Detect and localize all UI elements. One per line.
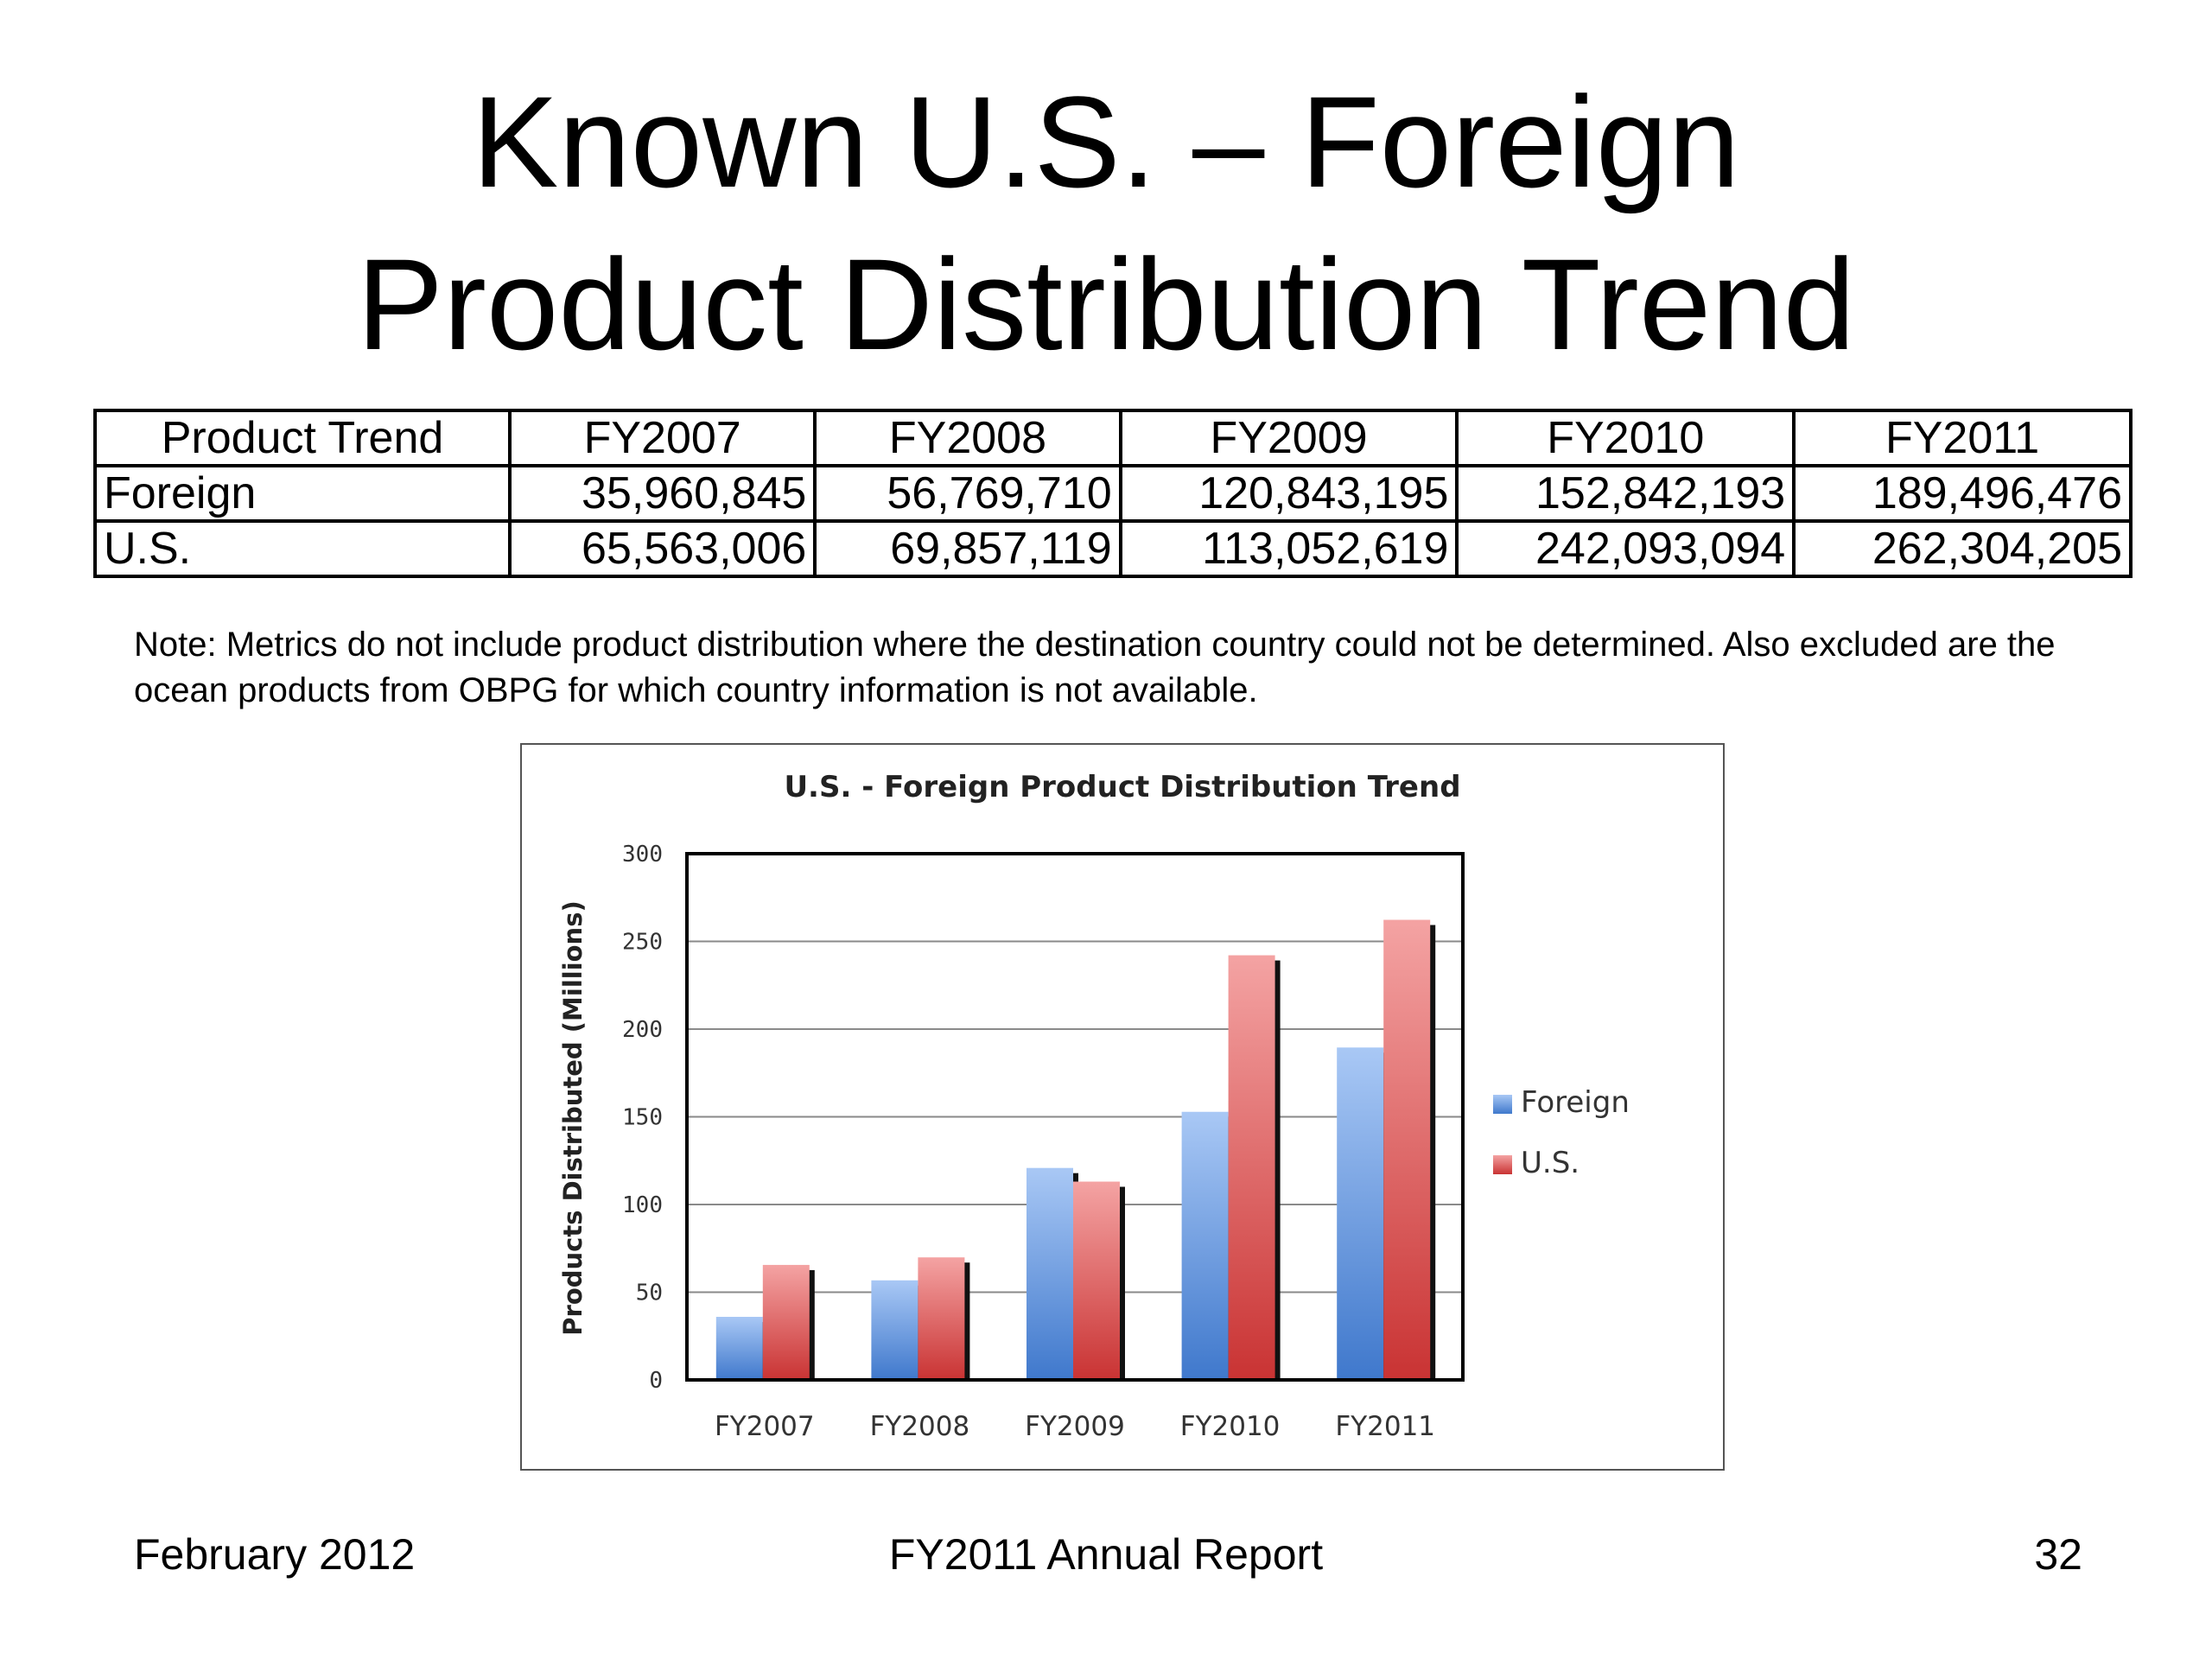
y-tick-label: 0 bbox=[649, 1368, 663, 1394]
x-tick-label: FY2010 bbox=[1180, 1411, 1281, 1442]
table-cell: 262,304,205 bbox=[1792, 519, 2133, 578]
table-cell: 65,563,006 bbox=[507, 519, 817, 578]
slide-title-line-1: Known U.S. – Foreign bbox=[472, 69, 1740, 214]
bar-foreign-fy2011 bbox=[1337, 1047, 1384, 1380]
y-tick-label: 300 bbox=[622, 842, 663, 868]
legend-label: Foreign bbox=[1521, 1085, 1630, 1120]
bar-foreign-fy2010 bbox=[1181, 1111, 1229, 1380]
table-cell: 56,769,710 bbox=[813, 464, 1122, 523]
slide-title: Known U.S. – Foreign Product Distributio… bbox=[0, 60, 2212, 385]
x-tick-label: FY2007 bbox=[715, 1411, 815, 1442]
plot-area-border bbox=[685, 852, 1465, 1382]
table-cell-label: Foreign bbox=[93, 464, 512, 523]
table-row: U.S. 65,563,006 69,857,119 113,052,619 2… bbox=[93, 519, 2133, 578]
table-header-cell: FY2011 bbox=[1792, 409, 2133, 467]
x-tick-label: FY2009 bbox=[1025, 1411, 1125, 1442]
legend-swatch bbox=[1493, 1155, 1512, 1174]
product-trend-table: Product Trend FY2007 FY2008 FY2009 FY201… bbox=[93, 409, 2133, 578]
y-tick-label: 250 bbox=[622, 930, 663, 956]
bar-chart: U.S. - Foreign Product Distribution Tren… bbox=[558, 770, 1630, 1442]
table-cell: 69,857,119 bbox=[813, 519, 1122, 578]
bar-us-fy2010 bbox=[1228, 955, 1275, 1380]
y-tick-label: 150 bbox=[622, 1105, 663, 1131]
bar-foreign-fy2007 bbox=[715, 1317, 763, 1380]
bar-foreign-fy2008 bbox=[871, 1280, 918, 1380]
table-note: Note: Metrics do not include product dis… bbox=[134, 626, 2056, 709]
slide-title-line-2: Product Distribution Trend bbox=[356, 232, 1856, 377]
table-header-cell: FY2007 bbox=[507, 409, 817, 467]
table-cell-label: U.S. bbox=[93, 519, 512, 578]
bar-us-fy2008 bbox=[918, 1257, 965, 1380]
table-header-cell: FY2008 bbox=[813, 409, 1122, 467]
bar-us-fy2011 bbox=[1383, 919, 1431, 1380]
chart-container: U.S. - Foreign Product Distribution Tren… bbox=[520, 743, 1725, 1471]
table-cell: 35,960,845 bbox=[507, 464, 817, 523]
bar-us-fy2007 bbox=[762, 1264, 810, 1380]
bar-us-fy2009 bbox=[1073, 1181, 1120, 1380]
table-row: Foreign 35,960,845 56,769,710 120,843,19… bbox=[93, 464, 2133, 523]
x-tick-label: FY2011 bbox=[1335, 1411, 1435, 1442]
footer-date: February 2012 bbox=[134, 1530, 416, 1579]
table-header-cell: FY2009 bbox=[1118, 409, 1459, 467]
y-tick-label: 50 bbox=[636, 1281, 663, 1306]
table-cell: 152,842,193 bbox=[1455, 464, 1796, 523]
chart-title: U.S. - Foreign Product Distribution Tren… bbox=[784, 770, 1460, 804]
table-cell: 113,052,619 bbox=[1118, 519, 1459, 578]
table-cell: 120,843,195 bbox=[1118, 464, 1459, 523]
table-cell: 242,093,094 bbox=[1455, 519, 1796, 578]
y-tick-label: 100 bbox=[622, 1192, 663, 1218]
y-axis-label: Products Distributed (Millions) bbox=[558, 900, 588, 1335]
x-tick-label: FY2008 bbox=[870, 1411, 970, 1442]
footer-report-name: FY2011 Annual Report bbox=[888, 1530, 1324, 1579]
table-header-row: Product Trend FY2007 FY2008 FY2009 FY201… bbox=[93, 409, 2133, 467]
table-header-cell: Product Trend bbox=[93, 409, 512, 467]
bar-foreign-fy2009 bbox=[1027, 1167, 1073, 1380]
footer-page-number: 32 bbox=[2034, 1530, 2082, 1579]
table-header-cell: FY2010 bbox=[1455, 409, 1796, 467]
legend-swatch bbox=[1493, 1095, 1512, 1114]
legend-label: U.S. bbox=[1521, 1146, 1580, 1180]
y-tick-label: 200 bbox=[622, 1017, 663, 1043]
table-cell: 189,496,476 bbox=[1792, 464, 2133, 523]
